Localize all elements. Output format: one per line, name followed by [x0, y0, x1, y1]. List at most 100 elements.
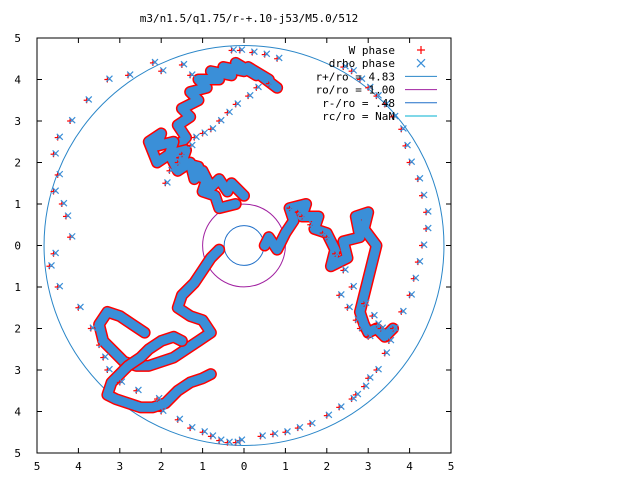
cross-b — [387, 336, 395, 344]
drho-phase-point — [308, 419, 316, 427]
drho-phase-point — [209, 432, 217, 439]
cross-b — [321, 228, 329, 236]
cross-b — [420, 241, 428, 249]
cross-b — [308, 220, 316, 228]
drho-phase-point — [238, 436, 246, 444]
drho-phase-point — [106, 365, 113, 373]
cross-b — [89, 324, 97, 332]
cross-b — [180, 60, 188, 68]
drho-phase-point — [226, 438, 233, 446]
cross-b — [188, 423, 196, 431]
drho-phase-point — [375, 91, 382, 99]
cross-b — [238, 46, 246, 54]
x-tick-label: 4 — [75, 460, 82, 473]
drho-phase-point — [234, 100, 242, 107]
y-tick-label: 4 — [14, 406, 21, 419]
drho-phase-point — [217, 116, 225, 124]
x-tick-label: 3 — [116, 460, 123, 473]
cross-b — [151, 58, 159, 66]
cross-b — [201, 427, 209, 435]
cross-b — [255, 83, 262, 91]
cross-b — [350, 66, 358, 74]
cross-b — [391, 112, 399, 120]
drho-phase-point — [68, 116, 76, 124]
drho-phase-point — [350, 66, 358, 74]
drho-phase-point — [188, 423, 196, 431]
y-tick-label: 0 — [14, 240, 21, 253]
drho-phase-point — [333, 249, 341, 257]
cross-b — [48, 261, 55, 269]
drho-phase-point — [101, 353, 109, 361]
cross-b — [209, 125, 217, 132]
y-axis-ticks: 5 4 3 2 1 0 1 2 3 4 5 — [14, 32, 21, 460]
drho-phase-point — [370, 311, 378, 319]
drho-phase-point — [420, 241, 428, 249]
drho-phase-point — [424, 208, 432, 215]
cross-b — [358, 75, 366, 83]
x-tick-label: 4 — [406, 460, 413, 473]
cross-b — [362, 382, 370, 390]
drho-phase-point — [308, 220, 316, 228]
legend-label: r+/ro = 4.83 — [316, 70, 395, 83]
x-tick-label: 2 — [323, 460, 330, 473]
cross-b — [234, 438, 242, 446]
cross-b — [337, 291, 345, 298]
drho-phase-point — [346, 303, 353, 311]
drho-phase-point — [135, 386, 142, 394]
drho-phase-point — [209, 125, 217, 132]
cross-b — [370, 311, 378, 319]
cross-b — [375, 365, 382, 373]
cross-b — [52, 249, 60, 257]
drho-phase-point — [155, 394, 163, 402]
drho-phase-point — [255, 83, 262, 91]
reference-circles — [43, 45, 445, 446]
cross-b — [56, 282, 64, 290]
drho-phase-point — [188, 141, 196, 149]
cross-b — [168, 166, 175, 174]
drho-phase-point — [366, 374, 374, 381]
cross-b — [375, 91, 382, 99]
cross-b — [375, 320, 382, 327]
cross-b — [188, 141, 196, 149]
cross-b — [416, 174, 424, 182]
cross-b — [226, 438, 233, 446]
legend-label: drho phase — [329, 57, 395, 70]
cross-b — [379, 324, 387, 332]
drho-phase-point — [180, 60, 188, 68]
cross-b — [308, 419, 316, 427]
drho-phase-point — [192, 133, 200, 141]
arm-lower-band — [94, 245, 224, 371]
cross-b — [126, 71, 134, 78]
cross-b — [163, 178, 171, 186]
drho-phase-point — [325, 411, 333, 419]
drho-phase-point — [56, 133, 64, 141]
cross-b — [267, 79, 275, 87]
drho-phase-point — [296, 423, 304, 431]
cross-b — [155, 394, 163, 402]
x-tick-label: 1 — [282, 460, 289, 473]
cross-b — [325, 232, 333, 240]
drho-phase-point — [366, 332, 374, 340]
drho-phase-point — [201, 129, 209, 137]
drho-phase-point — [246, 91, 254, 99]
cross-b — [346, 303, 353, 311]
circle-r-ro-4-83 — [43, 45, 445, 446]
drho-phase-point — [188, 71, 196, 78]
drho-phase-point — [64, 212, 72, 220]
drho-phase-point — [391, 112, 399, 120]
legend-cross-b — [416, 58, 426, 68]
drho-phase-point — [387, 336, 395, 344]
cross-b — [56, 133, 64, 141]
cross-b — [412, 274, 420, 282]
cross-b — [362, 299, 370, 307]
drho-phase-point — [284, 427, 291, 435]
drho-phase-point — [180, 149, 188, 157]
drho-phase-point — [275, 54, 283, 62]
drho-phase-point — [342, 62, 349, 70]
drho-phase-point — [358, 324, 366, 332]
drho-phase-point — [159, 66, 167, 74]
cross-b — [159, 66, 167, 74]
cross-b — [234, 100, 242, 107]
drho-phase-point — [354, 390, 362, 398]
cross-b — [176, 415, 184, 423]
